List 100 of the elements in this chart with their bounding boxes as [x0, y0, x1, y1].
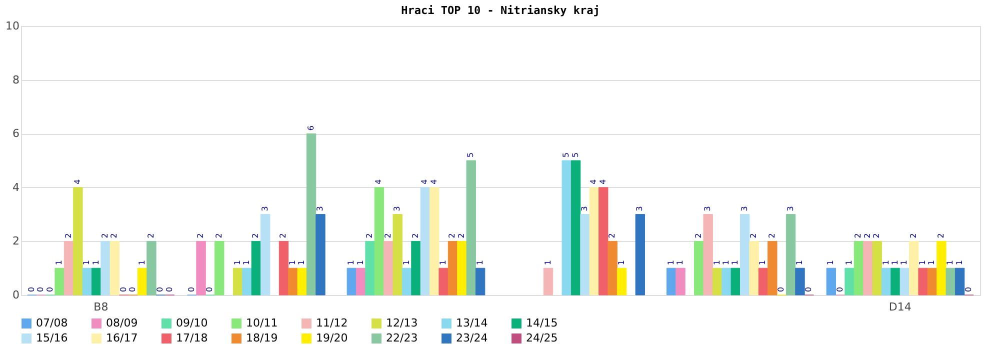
bar — [438, 268, 448, 296]
data-label: 1 — [794, 260, 804, 266]
bar — [676, 268, 686, 296]
bar — [137, 268, 148, 296]
bar — [768, 240, 778, 296]
bar — [91, 268, 102, 296]
legend-label: 11/12 — [316, 316, 348, 330]
x-tick-label: B8 — [94, 300, 108, 314]
bar — [890, 268, 900, 296]
data-label: 2 — [908, 233, 918, 238]
legend-label: 07/08 — [36, 316, 68, 330]
data-label: 4 — [72, 179, 82, 184]
bar — [854, 240, 864, 296]
data-label: 1 — [91, 260, 100, 266]
legend-label: 19/20 — [316, 332, 348, 344]
data-label: 0 — [128, 286, 138, 292]
data-label: 4 — [598, 179, 608, 184]
y-tick-label: 4 — [12, 180, 20, 194]
bar — [598, 187, 608, 296]
data-label: 2 — [410, 233, 420, 238]
data-label: 5 — [466, 152, 476, 158]
data-label: 2 — [110, 233, 119, 238]
bar — [392, 214, 402, 296]
bar — [918, 268, 928, 296]
data-label: 1 — [927, 260, 936, 266]
bar — [457, 240, 467, 296]
bar — [562, 160, 572, 296]
data-label: 3 — [580, 206, 590, 212]
bar — [146, 240, 156, 296]
bar — [740, 214, 750, 296]
bar — [749, 240, 759, 296]
legend-label: 17/18 — [176, 332, 208, 344]
data-label: 2 — [456, 233, 466, 238]
bar — [374, 187, 384, 296]
bar — [448, 240, 458, 296]
data-label: 1 — [346, 260, 356, 266]
bar — [946, 268, 956, 296]
data-label: 2 — [278, 233, 288, 238]
bar — [288, 268, 298, 296]
y-tick-label: 10 — [6, 20, 20, 32]
data-label: 1 — [543, 260, 552, 266]
data-label: 2 — [383, 233, 392, 238]
data-label: 2 — [100, 233, 110, 238]
bar — [316, 214, 326, 296]
data-label: 1 — [666, 260, 676, 266]
bar — [616, 268, 627, 296]
data-label: 1 — [881, 260, 890, 266]
data-label: 1 — [54, 260, 64, 266]
bar — [402, 268, 412, 296]
data-label: 0 — [205, 286, 214, 292]
bar — [881, 268, 892, 296]
bar — [73, 187, 83, 296]
data-label: 0 — [835, 286, 844, 292]
data-label: 2 — [862, 233, 872, 238]
data-label: 0 — [26, 286, 36, 292]
legend-label: 24/25 — [526, 332, 558, 344]
bar — [430, 187, 440, 296]
data-label: 1 — [721, 260, 730, 266]
legend-label: 22/23 — [386, 332, 418, 344]
data-label: 3 — [315, 206, 324, 212]
data-label: 1 — [475, 260, 484, 266]
data-label: 2 — [214, 233, 224, 238]
legend-label: 14/15 — [526, 316, 558, 330]
data-label: 1 — [616, 260, 626, 266]
bar — [64, 240, 74, 296]
bar — [694, 240, 704, 296]
bar — [82, 268, 92, 296]
y-tick-label: 2 — [12, 234, 20, 248]
data-label: 4 — [374, 179, 384, 184]
data-label: 1 — [758, 260, 768, 266]
bar — [722, 268, 732, 296]
data-label: 2 — [936, 233, 946, 238]
data-label: 1 — [826, 260, 836, 266]
data-label: 1 — [900, 260, 909, 266]
bar — [909, 240, 919, 296]
y-tick-label: 0 — [12, 288, 20, 302]
bar — [466, 160, 476, 296]
data-label: 3 — [740, 206, 749, 212]
legend-label: 08/09 — [106, 316, 138, 330]
data-label: 1 — [438, 260, 448, 266]
data-label: 0 — [186, 286, 196, 292]
data-label: 2 — [365, 233, 374, 238]
bar — [570, 160, 581, 296]
bar — [420, 187, 430, 296]
data-label: 0 — [45, 286, 54, 292]
data-label: 1 — [954, 260, 964, 266]
data-label: 1 — [712, 260, 722, 266]
bar — [954, 268, 965, 296]
bar — [242, 268, 252, 296]
legend-label: 15/16 — [36, 332, 68, 344]
data-label: 1 — [730, 260, 740, 266]
legend-label: 10/11 — [246, 316, 278, 330]
data-label: 3 — [786, 206, 795, 212]
bar — [356, 268, 366, 296]
bar — [278, 240, 289, 296]
bar — [608, 240, 618, 296]
bar — [411, 240, 421, 296]
bar — [100, 240, 110, 296]
data-label: 2 — [448, 233, 457, 238]
data-label: 3 — [260, 206, 270, 212]
